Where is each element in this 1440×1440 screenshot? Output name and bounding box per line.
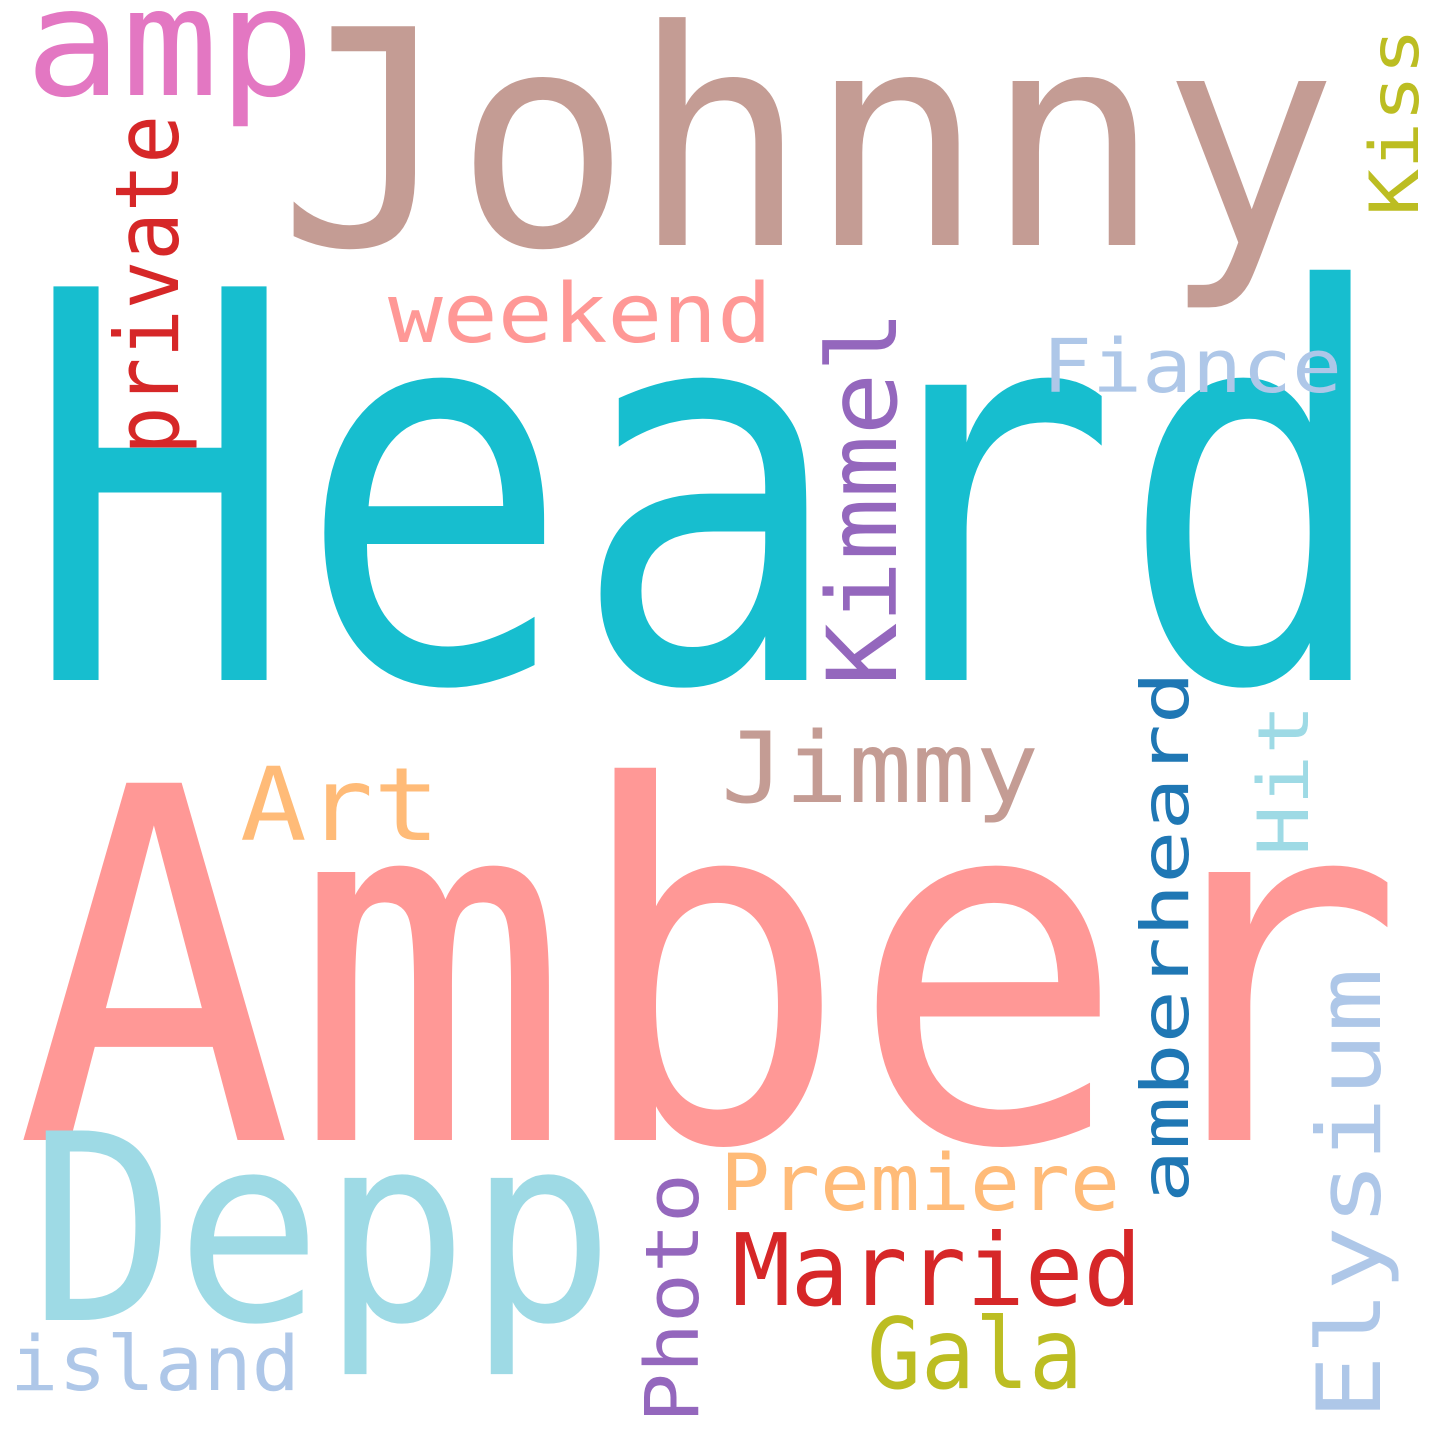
word-amber: Amber xyxy=(15,685,1405,1256)
word-hit: Hit xyxy=(1243,704,1325,856)
word-married: Married xyxy=(732,1212,1142,1329)
word-weekend: weekend xyxy=(388,267,772,362)
word-jimmy: Jimmy xyxy=(721,712,1039,826)
word-island: island xyxy=(10,1319,300,1408)
word-premiere: Premiere xyxy=(720,1139,1120,1229)
word-amberheard: amberheard xyxy=(1127,671,1204,1203)
word-amp: amp xyxy=(25,0,315,131)
word-fiance: Fiance xyxy=(1042,324,1342,410)
word-heard: Heard xyxy=(23,180,1393,808)
word-gala: Gala xyxy=(867,1298,1083,1412)
word-kiss: Kiss xyxy=(1356,28,1435,216)
word-private: private xyxy=(96,115,199,455)
word-depp: Depp xyxy=(30,1080,615,1382)
word-art: Art xyxy=(240,746,440,865)
word-johnny: Johnny xyxy=(278,0,1338,316)
word-kimmel: Kimmel xyxy=(807,310,919,686)
word-elysium: Elysium xyxy=(1298,968,1401,1420)
word-photo: Photo xyxy=(630,1173,716,1423)
